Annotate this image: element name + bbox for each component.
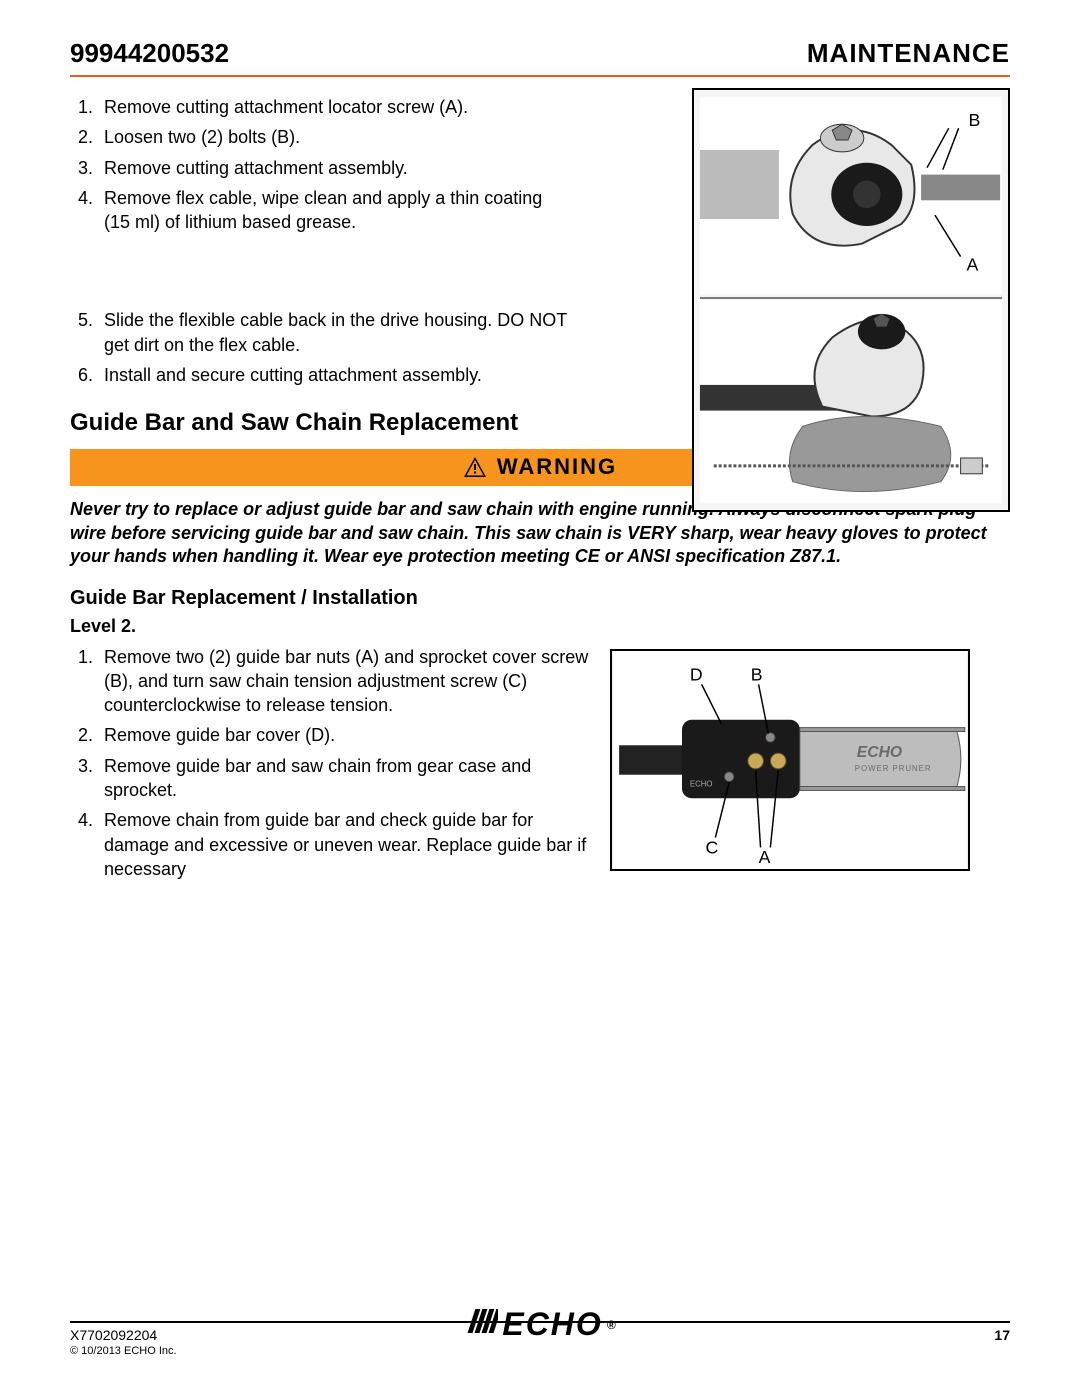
- level-label: Level 2.: [70, 616, 1010, 637]
- steps-group-2: Remove two (2) guide bar nuts (A) and sp…: [70, 645, 590, 888]
- guide-bar-subheading: Guide Bar Replacement / Installation: [70, 587, 1010, 610]
- copyright: © 10/2013 ECHO Inc.: [70, 1345, 1010, 1357]
- svg-text:B: B: [751, 664, 763, 684]
- svg-text:C: C: [706, 837, 719, 857]
- section-title: MAINTENANCE: [807, 38, 1010, 69]
- figure-2: ECHO POWER PRUNER ECHO D B C A: [610, 649, 970, 871]
- svg-text:POWER PRUNER: POWER PRUNER: [855, 763, 932, 772]
- logo-stripes-icon: [462, 1306, 498, 1343]
- svg-text:A: A: [759, 847, 771, 867]
- document-number: 99944200532: [70, 38, 229, 69]
- step-item: Remove guide bar cover (D).: [98, 723, 590, 747]
- warning-label: WARNING: [497, 454, 617, 480]
- brand-name: ECHO: [502, 1306, 602, 1343]
- figure-1: B A: [692, 88, 1010, 512]
- step-item: Remove cutting attachment locator screw …: [98, 95, 570, 119]
- step-item: Remove flex cable, wipe clean and apply …: [98, 186, 570, 235]
- step-item: Install and secure cutting attachment as…: [98, 363, 570, 387]
- svg-text:ECHO: ECHO: [857, 744, 902, 761]
- lower-section: Remove two (2) guide bar nuts (A) and sp…: [70, 645, 1010, 888]
- step-item: Remove cutting attachment assembly.: [98, 156, 570, 180]
- page-footer: X7702092204 17 © 10/2013 ECHO Inc. ECHO®: [70, 1321, 1010, 1357]
- step-item: Loosen two (2) bolts (B).: [98, 125, 570, 149]
- page-header: 99944200532 MAINTENANCE: [70, 38, 1010, 77]
- brand-logo: ECHO®: [70, 1306, 1010, 1343]
- step-item: Slide the flexible cable back in the dri…: [98, 308, 570, 357]
- svg-text:D: D: [690, 664, 703, 684]
- steps-group-1: Remove cutting attachment locator screw …: [70, 95, 570, 387]
- svg-text:ECHO: ECHO: [690, 779, 713, 788]
- warning-icon: [463, 456, 487, 478]
- figure-label-b: B: [969, 110, 981, 130]
- figure-label-a: A: [967, 254, 979, 274]
- step-item: Remove two (2) guide bar nuts (A) and sp…: [98, 645, 590, 718]
- step-item: Remove guide bar and saw chain from gear…: [98, 754, 590, 803]
- step-item: Remove chain from guide bar and check gu…: [98, 808, 590, 881]
